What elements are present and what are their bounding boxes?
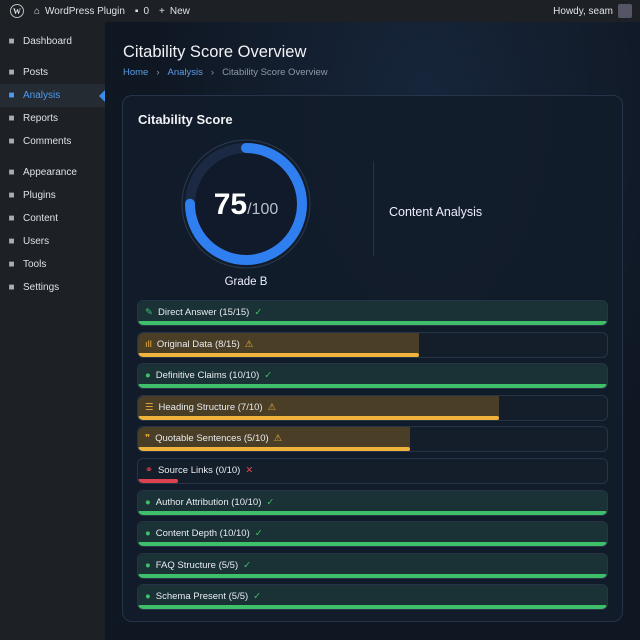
metric-icon: ●: [145, 370, 151, 382]
sidebar-item-content[interactable]: ■ Content: [0, 207, 105, 230]
breadcrumb-home[interactable]: Home: [123, 67, 149, 78]
plug-icon: ■: [8, 190, 15, 201]
score-value: 75/100: [213, 188, 279, 221]
check-icon: ✓: [266, 496, 275, 508]
admin-bar: W ⌂ WordPress Plugin ▪ 0 + New Howdy, seam: [0, 0, 640, 22]
metric-row[interactable]: ❞ Quotable Sentences (5/10) ⚠: [137, 426, 608, 453]
site-name-link[interactable]: ⌂ WordPress Plugin: [34, 5, 125, 17]
metric-icon: ●: [145, 591, 151, 603]
check-icon: ✓: [254, 307, 263, 318]
content-icon: ■: [8, 213, 15, 224]
warning-icon: ⚠: [273, 433, 283, 445]
metric-row[interactable]: ● Definitive Claims (10/10) ✓: [137, 363, 608, 390]
comments-link[interactable]: ▪ 0: [134, 5, 150, 17]
divider: [373, 161, 374, 256]
sidebar-item-plugins[interactable]: ■ Plugins: [0, 184, 105, 207]
score-arc: [185, 143, 307, 265]
metric-row[interactable]: ⚭ Source Links (0/10) ✕: [137, 457, 608, 484]
metric-progress-bar: [138, 510, 607, 515]
new-link[interactable]: + New: [159, 5, 190, 17]
metric-row[interactable]: ıll Original Data (8/15) ⚠: [137, 331, 608, 358]
pin-icon: ■: [8, 67, 15, 78]
main-content: Citability Score Overview Home › Analysis…: [105, 22, 640, 640]
reports-icon: ■: [8, 113, 15, 124]
x-icon: ✕: [245, 464, 254, 476]
metric-progress-bar: [138, 478, 178, 483]
metric-progress-bar: [138, 447, 411, 452]
analysis-icon: ■: [8, 90, 15, 101]
metric-row[interactable]: ● Content Depth (10/10) ✓: [137, 521, 608, 548]
user-icon: ■: [8, 236, 15, 247]
metric-icon: ⚭: [145, 464, 153, 476]
warning-icon: ⚠: [267, 401, 277, 413]
sidebar-item-tools[interactable]: ■ Tools: [0, 253, 105, 276]
sidebar-item-analysis[interactable]: ■ Analysis: [0, 84, 105, 107]
content-analysis-title: Content Analysis: [389, 205, 483, 219]
sidebar-item-comments[interactable]: ■ Comments: [0, 130, 105, 153]
sidebar: ■ Dashboard ■ Posts ■ Analysis ■ Reports ■ Commen…: [0, 22, 105, 640]
plus-icon: +: [159, 5, 165, 17]
check-icon: ✓: [254, 528, 263, 540]
comment-icon: ▪: [134, 5, 139, 17]
warning-icon: ⚠: [244, 338, 254, 350]
check-icon: ✓: [243, 559, 252, 571]
brush-icon: ■: [8, 167, 15, 178]
dashboard-icon: ■: [8, 36, 15, 47]
breadcrumb: Home › Analysis › Citability Score Overvie…: [123, 67, 328, 78]
metric-icon: ☰: [145, 401, 154, 413]
wrench-icon: ■: [8, 259, 15, 270]
sidebar-item-reports[interactable]: ■ Reports: [0, 107, 105, 130]
metric-progress-bar: [138, 605, 607, 610]
sidebar-item-settings[interactable]: ■ Settings: [0, 276, 105, 299]
breadcrumb-analysis[interactable]: Analysis: [167, 67, 203, 78]
account-menu[interactable]: Howdy, seam: [553, 4, 632, 18]
metric-progress-bar: [138, 384, 607, 389]
metric-progress-bar: [138, 415, 500, 420]
citability-card: Citability Score 75/100 Grade B Content …: [122, 95, 623, 622]
sidebar-item-appearance[interactable]: ■ Appearance: [0, 161, 105, 184]
avatar: [618, 4, 632, 18]
breadcrumb-current: Citability Score Overview: [222, 67, 328, 78]
sidebar-item-dashboard[interactable]: ■ Dashboard: [0, 30, 105, 53]
metric-icon: ●: [145, 559, 151, 571]
sidebar-item-users[interactable]: ■ Users: [0, 230, 105, 253]
metric-icon: ●: [145, 496, 151, 508]
metric-icon: ✎: [145, 307, 153, 318]
metric-list: ✎ Direct Answer (15/15) ✓ ıll Original Data …: [137, 300, 608, 616]
home-icon: ⌂: [34, 5, 41, 17]
metric-row[interactable]: ☰ Heading Structure (7/10) ⚠: [137, 394, 608, 421]
score-gauge: [181, 139, 311, 269]
card-title: Citability Score: [138, 112, 233, 127]
metric-icon: ❞: [145, 433, 151, 445]
comment-icon: ■: [8, 136, 15, 147]
metric-row[interactable]: ✎ Direct Answer (15/15) ✓: [137, 300, 608, 326]
wordpress-logo-icon[interactable]: W: [10, 4, 24, 18]
gear-icon: ■: [8, 282, 15, 293]
metric-icon: ıll: [145, 338, 152, 350]
page-title: Citability Score Overview: [123, 43, 307, 61]
metric-progress-bar: [138, 321, 607, 325]
metric-row[interactable]: ● Author Attribution (10/10) ✓: [137, 489, 608, 516]
grade-label: Grade B: [224, 276, 268, 288]
metric-progress-bar: [138, 352, 420, 357]
metric-progress-bar: [138, 573, 607, 578]
check-icon: ✓: [264, 370, 273, 382]
check-icon: ✓: [253, 591, 262, 603]
sidebar-item-posts[interactable]: ■ Posts: [0, 61, 105, 84]
metric-row[interactable]: ● FAQ Structure (5/5) ✓: [137, 552, 608, 579]
metric-progress-bar: [138, 542, 607, 547]
metric-row[interactable]: ● Schema Present (5/5) ✓: [137, 584, 608, 611]
metric-icon: ●: [145, 528, 151, 540]
